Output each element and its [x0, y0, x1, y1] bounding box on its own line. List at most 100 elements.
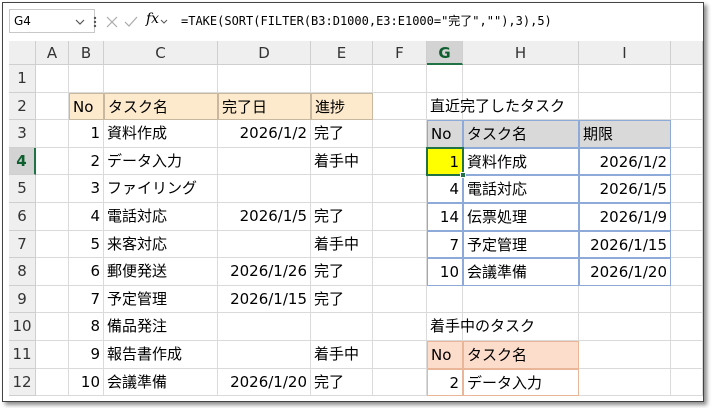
cell[interactable]: [69, 65, 104, 93]
row-header[interactable]: 1: [9, 65, 36, 93]
cell[interactable]: 14: [427, 203, 463, 231]
cell[interactable]: 直近完了したタスク: [427, 92, 565, 121]
cell[interactable]: 4: [69, 203, 104, 231]
cell[interactable]: [671, 147, 703, 176]
cell[interactable]: [579, 285, 671, 314]
cell[interactable]: [36, 65, 69, 93]
column-header[interactable]: D: [218, 41, 311, 65]
cell[interactable]: 8: [69, 313, 104, 341]
row-header[interactable]: 10: [9, 313, 36, 341]
cell[interactable]: タスク名: [463, 120, 579, 148]
cell[interactable]: 2026/1/9: [579, 203, 671, 231]
cell[interactable]: [218, 230, 311, 259]
cell[interactable]: 9: [69, 341, 104, 369]
cell[interactable]: [218, 313, 311, 341]
cell[interactable]: 期限: [579, 120, 671, 148]
cell[interactable]: No: [69, 92, 104, 121]
cell[interactable]: [579, 92, 671, 121]
cell[interactable]: [427, 65, 463, 93]
cell[interactable]: 郵便発送: [104, 258, 218, 286]
cell[interactable]: [579, 65, 671, 93]
cell[interactable]: No: [427, 341, 463, 369]
cell[interactable]: [463, 313, 579, 341]
row-header[interactable]: 11: [9, 341, 36, 369]
cell[interactable]: 完了: [311, 368, 373, 397]
cell[interactable]: データ入力: [463, 368, 579, 397]
cell[interactable]: タスク名: [104, 92, 218, 121]
cell[interactable]: 3: [69, 175, 104, 203]
cell[interactable]: [373, 65, 427, 93]
column-header[interactable]: A: [36, 41, 69, 65]
column-header[interactable]: C: [104, 41, 218, 65]
cell[interactable]: 資料作成: [463, 147, 579, 176]
cell[interactable]: [373, 175, 427, 203]
cell[interactable]: 4: [427, 175, 463, 203]
row-header[interactable]: 6: [9, 203, 36, 231]
cell[interactable]: [36, 341, 69, 369]
cell[interactable]: [671, 258, 703, 286]
cell[interactable]: 進捗: [311, 92, 373, 121]
cell[interactable]: 着手中のタスク: [427, 313, 535, 341]
cell[interactable]: [463, 92, 579, 121]
cell[interactable]: [579, 313, 671, 341]
cell[interactable]: 会議準備: [463, 258, 579, 286]
column-header[interactable]: E: [311, 41, 373, 65]
cell[interactable]: 電話対応: [104, 203, 218, 231]
cell[interactable]: 10: [427, 258, 463, 286]
cell[interactable]: [373, 285, 427, 314]
column-header[interactable]: H: [463, 41, 579, 65]
select-all[interactable]: [9, 41, 36, 65]
fx-button[interactable]: fx: [146, 11, 160, 27]
row-header[interactable]: 8: [9, 258, 36, 286]
cell[interactable]: [36, 313, 69, 341]
cell[interactable]: 完了: [311, 203, 373, 231]
cell[interactable]: [218, 147, 311, 176]
cell[interactable]: 2026/1/26: [218, 258, 311, 286]
cell[interactable]: 着手中: [311, 147, 373, 176]
cell[interactable]: タスク名: [463, 341, 579, 369]
cell[interactable]: [36, 368, 69, 397]
cell[interactable]: [671, 368, 703, 397]
cell[interactable]: 2026/1/15: [579, 230, 671, 259]
cell[interactable]: 6: [69, 258, 104, 286]
cell[interactable]: [671, 341, 703, 369]
cell[interactable]: 10: [69, 368, 104, 397]
cell[interactable]: [36, 120, 69, 148]
cell[interactable]: [218, 341, 311, 369]
cell[interactable]: 完了: [311, 285, 373, 314]
formula-input[interactable]: =TAKE(SORT(FILTER(B3:D1000,E3:E1000="完了"…: [181, 14, 552, 28]
cell[interactable]: 着手中: [311, 341, 373, 369]
cell[interactable]: [218, 65, 311, 93]
cell[interactable]: [579, 341, 671, 369]
cell[interactable]: [36, 230, 69, 259]
cell[interactable]: 2026/1/5: [579, 175, 671, 203]
cell[interactable]: [218, 175, 311, 203]
cell[interactable]: 2026/1/2: [579, 147, 671, 176]
cell[interactable]: 2026/1/2: [218, 120, 311, 148]
cell[interactable]: [36, 147, 69, 176]
column-header[interactable]: F: [373, 41, 427, 65]
cell[interactable]: [36, 175, 69, 203]
cell[interactable]: [671, 175, 703, 203]
cell[interactable]: [463, 285, 579, 314]
cell[interactable]: [671, 313, 703, 341]
cell[interactable]: [671, 230, 703, 259]
cell[interactable]: 会議準備: [104, 368, 218, 397]
row-header[interactable]: 3: [9, 120, 36, 148]
cell[interactable]: ファイリング: [104, 175, 218, 203]
cell[interactable]: 来客対応: [104, 230, 218, 259]
cell[interactable]: [36, 203, 69, 231]
cell[interactable]: 完了: [311, 120, 373, 148]
cell[interactable]: [36, 285, 69, 314]
cell[interactable]: [373, 120, 427, 148]
cell[interactable]: [373, 313, 427, 341]
fill-handle[interactable]: [460, 172, 466, 179]
cell[interactable]: [427, 285, 463, 314]
cell[interactable]: 電話対応: [463, 175, 579, 203]
cell[interactable]: 2026/1/5: [218, 203, 311, 231]
cell[interactable]: 1: [69, 120, 104, 148]
column-header[interactable]: B: [69, 41, 104, 65]
cell[interactable]: 2026/1/15: [218, 285, 311, 314]
cell[interactable]: 5: [69, 230, 104, 259]
cell[interactable]: [373, 147, 427, 176]
